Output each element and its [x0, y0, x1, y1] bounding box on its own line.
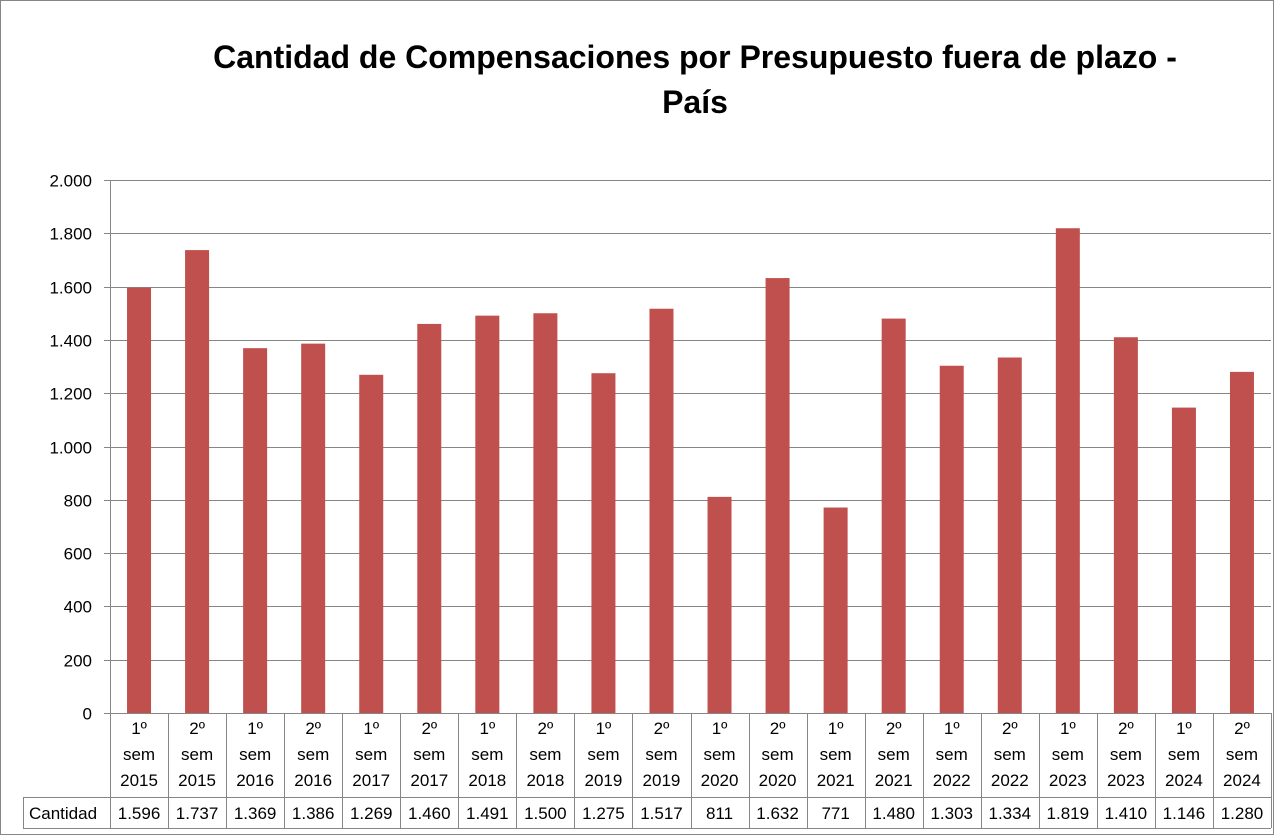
bar	[1113, 337, 1138, 713]
table-value-cell: 1.596	[118, 804, 161, 823]
table-value-cell: 1.369	[234, 804, 277, 823]
table-value-cell: 1.480	[872, 804, 915, 823]
bar	[359, 374, 384, 713]
table-value-cell: 1.269	[350, 804, 393, 823]
y-tick-label: 400	[64, 598, 92, 617]
x-tick-label: 1º sem 2018	[468, 719, 506, 790]
y-tick-label: 1.000	[49, 439, 92, 458]
x-tick-label: 2º sem 2019	[643, 719, 681, 790]
bar	[1229, 371, 1254, 713]
x-tick-label: 2º sem 2022	[991, 719, 1029, 790]
table-value-cell: 1.819	[1047, 804, 1090, 823]
bar	[707, 496, 732, 713]
x-tick-label: 2º sem 2020	[759, 719, 797, 790]
chart-title-line-2: País	[662, 84, 728, 120]
table-value-cell: 811	[706, 804, 733, 823]
table-value-cell: 771	[821, 804, 849, 823]
table-value-cell: 1.146	[1163, 804, 1206, 823]
bar	[997, 357, 1022, 713]
y-tick-label: 600	[64, 545, 92, 564]
x-tick-label: 1º sem 2023	[1049, 719, 1087, 790]
bar	[939, 365, 964, 713]
bar	[127, 287, 152, 713]
bar	[765, 278, 790, 713]
table-value-cell: 1.303	[930, 804, 973, 823]
y-tick-label: 1.800	[49, 225, 92, 244]
y-axis-ticks: 0 200 400 600 800 1.000 1.200 1.400 1.600 1.800 2.…	[49, 172, 110, 724]
table-value-cell: 1.632	[756, 804, 799, 823]
x-tick-label: 2º sem 2015	[178, 719, 216, 790]
bar	[475, 315, 500, 713]
y-tick-label: 2.000	[49, 172, 92, 191]
x-tick-label: 2º sem 2024	[1223, 719, 1261, 790]
x-tick-label: 2º sem 2017	[410, 719, 448, 790]
bar	[243, 348, 268, 713]
x-tick-label: 1º sem 2020	[701, 719, 739, 790]
table-value-cell: 1.275	[582, 804, 625, 823]
x-tick-label: 1º sem 2022	[933, 719, 971, 790]
x-tick-label: 1º sem 2017	[352, 719, 390, 790]
y-tick-label: 0	[83, 705, 92, 724]
x-tick-label: 2º sem 2021	[875, 719, 913, 790]
bar	[417, 323, 442, 713]
bar	[301, 343, 326, 713]
x-tick-label: 2º sem 2018	[526, 719, 564, 790]
chart-title-line-1: Cantidad de Compensaciones por Presupues…	[213, 39, 1177, 75]
bar	[1171, 407, 1196, 713]
table-value-cell: 1.386	[292, 804, 335, 823]
table-value-cell: 1.491	[466, 804, 509, 823]
y-tick-label: 1.200	[49, 385, 92, 404]
y-tick-label: 1.400	[49, 332, 92, 351]
x-tick-label: 1º sem 2019	[585, 719, 623, 790]
bar	[591, 373, 616, 713]
y-tick-label: 200	[64, 652, 92, 671]
table-value-cell: 1.280	[1221, 804, 1264, 823]
x-tick-label: 1º sem 2016	[236, 719, 274, 790]
y-tick-label: 800	[64, 492, 92, 511]
table-value-cell: 1.410	[1105, 804, 1148, 823]
x-tick-label: 2º sem 2016	[294, 719, 332, 790]
x-tick-label: 1º sem 2021	[817, 719, 855, 790]
bar	[1055, 228, 1080, 713]
bar	[881, 318, 906, 713]
table-value-cell: 1.517	[640, 804, 683, 823]
x-tick-label: 1º sem 2015	[120, 719, 158, 790]
bars	[127, 228, 1254, 714]
table-value-cell: 1.334	[989, 804, 1032, 823]
table-series-label: Cantidad	[29, 804, 97, 823]
table-value-cell: 1.500	[524, 804, 567, 823]
table-value-cell: 1.460	[408, 804, 451, 823]
data-table: 1º sem 2015 2º sem 2015 1º sem 2016 2º sem 2016 1º se…	[23, 713, 1272, 829]
x-tick-label: 2º sem 2023	[1107, 719, 1145, 790]
bar	[649, 308, 674, 713]
table-value-cell: 1.737	[176, 804, 219, 823]
x-tick-label: 1º sem 2024	[1165, 719, 1203, 790]
bar	[823, 507, 848, 713]
bar	[185, 250, 210, 714]
y-tick-label: 1.600	[49, 279, 92, 298]
bar	[533, 313, 558, 713]
